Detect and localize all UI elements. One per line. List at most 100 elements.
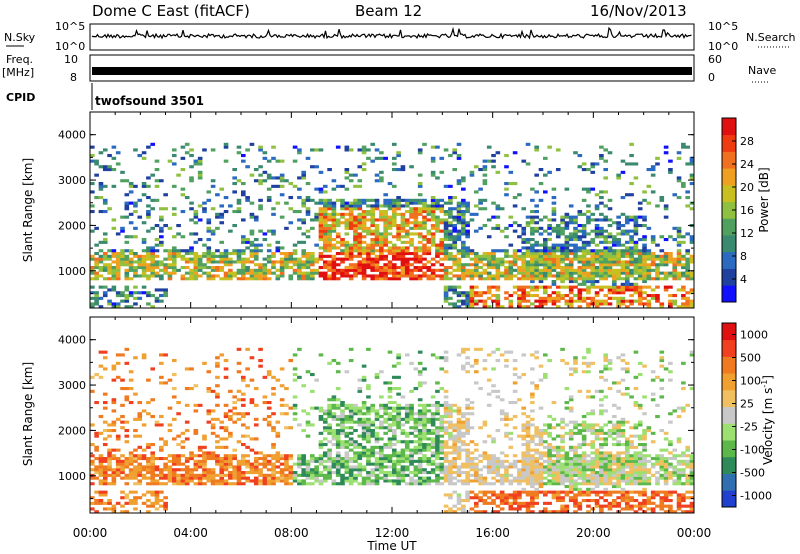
data-cell	[491, 499, 496, 503]
data-cell	[210, 229, 216, 233]
data-cell	[586, 187, 591, 191]
data-cell	[452, 168, 458, 172]
data-cell	[417, 459, 423, 463]
data-cell	[171, 373, 177, 377]
data-cell	[508, 271, 514, 275]
data-cell	[517, 268, 522, 272]
data-cell	[633, 285, 639, 289]
data-cell	[128, 476, 134, 480]
data-cell	[473, 285, 479, 289]
data-cell	[668, 235, 673, 239]
data-cell	[150, 173, 156, 177]
figure-title: Dome C East (fitACF)	[92, 2, 250, 20]
data-cell	[137, 401, 143, 405]
data-cell	[215, 274, 220, 278]
data-cell	[633, 176, 639, 180]
data-cell	[357, 254, 363, 258]
data-cell	[379, 468, 384, 472]
data-cell	[159, 226, 164, 230]
data-cell	[525, 479, 531, 483]
data-cell	[154, 468, 160, 472]
data-cell	[663, 207, 669, 211]
data-cell	[517, 249, 522, 253]
data-cell	[189, 207, 194, 211]
data-cell	[603, 257, 609, 261]
data-cell	[538, 451, 544, 455]
data-cell	[624, 232, 630, 236]
data-cell	[387, 381, 393, 385]
data-cell	[534, 277, 539, 281]
data-cell	[353, 240, 358, 244]
data-cell	[612, 240, 617, 244]
data-cell	[262, 476, 268, 480]
data-cell	[456, 154, 462, 158]
data-cell	[452, 226, 458, 230]
data-cell	[482, 454, 488, 458]
data-cell	[417, 398, 423, 402]
data-cell	[193, 240, 199, 244]
data-cell	[301, 266, 307, 270]
data-cell	[197, 479, 203, 483]
data-cell	[659, 302, 665, 306]
data-cell	[568, 268, 574, 272]
data-cell	[676, 156, 682, 160]
data-cell	[568, 232, 574, 236]
data-cell	[456, 204, 462, 208]
data-cell	[543, 252, 548, 256]
data-cell	[495, 459, 501, 463]
data-cell	[668, 294, 673, 298]
data-cell	[288, 457, 294, 461]
data-cell	[318, 471, 324, 475]
data-cell	[676, 305, 682, 309]
data-cell	[245, 277, 250, 281]
data-cell	[525, 465, 531, 469]
data-cell	[98, 187, 104, 191]
data-cell	[456, 285, 462, 289]
data-cell	[646, 294, 652, 298]
data-cell	[357, 148, 363, 152]
data-cell	[163, 263, 168, 267]
data-cell	[456, 353, 462, 357]
data-cell	[676, 229, 682, 233]
data-cell	[461, 443, 466, 447]
data-cell	[439, 274, 445, 278]
data-cell	[94, 468, 99, 472]
data-cell	[366, 263, 371, 267]
data-cell	[521, 257, 527, 261]
data-cell	[236, 145, 242, 149]
data-cell	[392, 462, 397, 466]
data-cell	[146, 459, 151, 463]
data-cell	[443, 243, 449, 247]
data-cell	[512, 285, 518, 289]
data-cell	[357, 224, 363, 228]
data-cell	[120, 420, 125, 424]
data-cell	[383, 212, 388, 216]
data-cell	[133, 252, 138, 256]
data-cell	[305, 370, 311, 374]
data-cell	[357, 212, 363, 216]
data-cell	[530, 493, 535, 497]
data-cell	[530, 381, 535, 385]
data-cell	[422, 226, 427, 230]
data-cell	[344, 462, 350, 466]
data-cell	[521, 207, 527, 211]
data-cell	[504, 182, 509, 186]
data-cell	[102, 277, 108, 281]
data-cell	[482, 224, 488, 228]
data-cell	[599, 218, 604, 222]
data-cell	[335, 406, 341, 410]
data-cell	[279, 468, 285, 472]
data-cell	[413, 224, 419, 228]
data-cell	[297, 240, 302, 244]
data-cell	[534, 299, 539, 303]
data-cell	[555, 476, 561, 480]
data-cell	[676, 274, 682, 278]
data-cell	[409, 389, 414, 393]
data-cell	[560, 254, 565, 258]
data-cell	[581, 266, 587, 270]
data-cell	[560, 504, 565, 508]
data-cell	[297, 375, 302, 379]
data-cell	[521, 457, 527, 461]
data-cell	[94, 173, 99, 177]
y-tick-label: 2000	[58, 219, 86, 232]
